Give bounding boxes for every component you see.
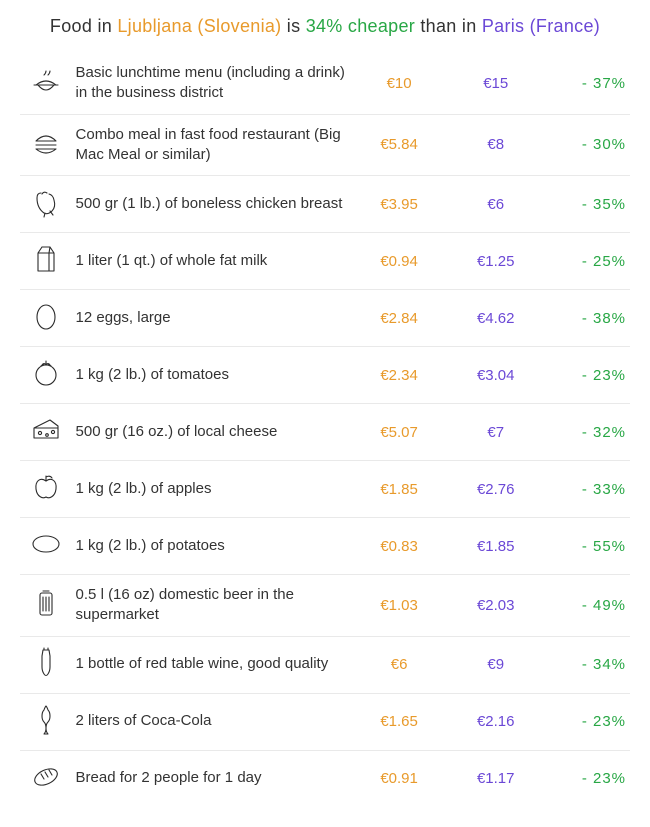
price-city-a: €0.94	[351, 233, 448, 290]
item-label: 500 gr (1 lb.) of boneless chicken breas…	[72, 176, 351, 233]
item-label: 2 liters of Coca-Cola	[72, 693, 351, 750]
item-label: 12 eggs, large	[72, 290, 351, 347]
price-city-a: €0.91	[351, 750, 448, 807]
table-row: 500 gr (1 lb.) of boneless chicken breas…	[20, 176, 630, 233]
cola-icon	[30, 723, 62, 740]
table-row: 500 gr (16 oz.) of local cheese€5.07€7- …	[20, 404, 630, 461]
item-label: 1 bottle of red table wine, good quality	[72, 636, 351, 693]
table-row: Basic lunchtime menu (including a drink)…	[20, 53, 630, 114]
price-diff: - 35%	[544, 176, 630, 233]
milk-icon	[30, 262, 62, 279]
price-city-b: €1.25	[447, 233, 544, 290]
price-city-b: €7	[447, 404, 544, 461]
price-city-b: €8	[447, 114, 544, 176]
apple-icon	[30, 490, 62, 507]
price-diff: - 32%	[544, 404, 630, 461]
price-city-b: €15	[447, 53, 544, 114]
table-row: 2 liters of Coca-Cola€1.65€2.16- 23%	[20, 693, 630, 750]
headline-city-b: Paris (France)	[482, 16, 600, 36]
item-label: Combo meal in fast food restaurant (Big …	[72, 114, 351, 176]
price-city-a: €5.07	[351, 404, 448, 461]
headline-pct: 34% cheaper	[306, 16, 415, 36]
price-city-b: €4.62	[447, 290, 544, 347]
price-city-a: €3.95	[351, 176, 448, 233]
table-row: 1 liter (1 qt.) of whole fat milk€0.94€1…	[20, 233, 630, 290]
headline-pre: Food in	[50, 16, 117, 36]
wine-icon	[30, 666, 62, 683]
headline-post: than in	[415, 16, 482, 36]
price-city-b: €2.16	[447, 693, 544, 750]
item-label: Basic lunchtime menu (including a drink)…	[72, 53, 351, 114]
item-label: 500 gr (16 oz.) of local cheese	[72, 404, 351, 461]
price-diff: - 30%	[544, 114, 630, 176]
chicken-icon	[30, 205, 62, 222]
price-city-a: €2.34	[351, 347, 448, 404]
item-label: 1 kg (2 lb.) of apples	[72, 461, 351, 518]
price-diff: - 23%	[544, 347, 630, 404]
price-city-b: €3.04	[447, 347, 544, 404]
table-row: 1 kg (2 lb.) of apples€1.85€2.76- 33%	[20, 461, 630, 518]
price-city-a: €2.84	[351, 290, 448, 347]
potato-icon	[30, 547, 62, 564]
table-row: 1 kg (2 lb.) of tomatoes€2.34€3.04- 23%	[20, 347, 630, 404]
price-city-a: €6	[351, 636, 448, 693]
egg-icon	[30, 319, 62, 336]
tomato-icon	[30, 376, 62, 393]
beer-icon	[30, 606, 62, 623]
price-city-a: €10	[351, 53, 448, 114]
cheese-icon	[30, 433, 62, 450]
table-row: 0.5 l (16 oz) domestic beer in the super…	[20, 575, 630, 637]
bread-icon	[30, 780, 62, 797]
price-city-a: €1.85	[351, 461, 448, 518]
table-row: 12 eggs, large€2.84€4.62- 38%	[20, 290, 630, 347]
price-city-b: €1.85	[447, 518, 544, 575]
item-label: Bread for 2 people for 1 day	[72, 750, 351, 807]
headline-city-a: Ljubljana (Slovenia)	[117, 16, 281, 36]
price-diff: - 23%	[544, 750, 630, 807]
item-label: 0.5 l (16 oz) domestic beer in the super…	[72, 575, 351, 637]
price-city-a: €5.84	[351, 114, 448, 176]
table-row: 1 bottle of red table wine, good quality…	[20, 636, 630, 693]
price-city-a: €1.65	[351, 693, 448, 750]
price-diff: - 55%	[544, 518, 630, 575]
price-city-a: €1.03	[351, 575, 448, 637]
price-city-b: €2.76	[447, 461, 544, 518]
item-label: 1 kg (2 lb.) of potatoes	[72, 518, 351, 575]
item-label: 1 kg (2 lb.) of tomatoes	[72, 347, 351, 404]
price-diff: - 38%	[544, 290, 630, 347]
price-diff: - 37%	[544, 53, 630, 114]
headline: Food in Ljubljana (Slovenia) is 34% chea…	[20, 16, 630, 37]
comparison-table: Basic lunchtime menu (including a drink)…	[20, 53, 630, 807]
table-row: Bread for 2 people for 1 day€0.91€1.17- …	[20, 750, 630, 807]
table-row: 1 kg (2 lb.) of potatoes€0.83€1.85- 55%	[20, 518, 630, 575]
price-diff: - 33%	[544, 461, 630, 518]
price-diff: - 49%	[544, 575, 630, 637]
price-city-b: €2.03	[447, 575, 544, 637]
price-diff: - 23%	[544, 693, 630, 750]
burger-icon	[30, 146, 62, 163]
price-city-b: €6	[447, 176, 544, 233]
headline-mid: is	[281, 16, 305, 36]
price-diff: - 34%	[544, 636, 630, 693]
table-row: Combo meal in fast food restaurant (Big …	[20, 114, 630, 176]
price-city-a: €0.83	[351, 518, 448, 575]
lunch-icon	[30, 84, 62, 101]
price-diff: - 25%	[544, 233, 630, 290]
item-label: 1 liter (1 qt.) of whole fat milk	[72, 233, 351, 290]
price-city-b: €1.17	[447, 750, 544, 807]
price-city-b: €9	[447, 636, 544, 693]
